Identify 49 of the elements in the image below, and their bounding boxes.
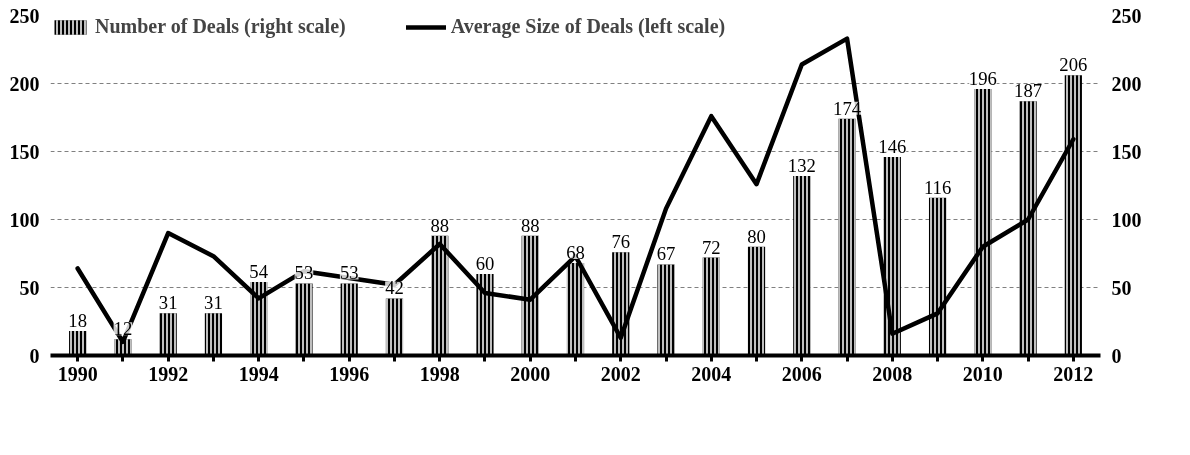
y2-tick-label: 250 [1111, 4, 1142, 27]
y-tick-label: 150 [9, 140, 40, 163]
y-tick-label: 200 [9, 72, 40, 95]
y-tick-label: 100 [9, 208, 40, 231]
data-label: 31 [158, 292, 178, 314]
data-label: 187 [1014, 80, 1043, 102]
data-label: 31 [204, 292, 223, 314]
data-label: 72 [701, 236, 721, 258]
data-label: 68 [566, 242, 585, 264]
data-label: 18 [68, 310, 87, 332]
x-tick-label: 2012 [1053, 362, 1094, 385]
data-label: 132 [787, 154, 816, 176]
y2-tick-label: 200 [1111, 72, 1142, 95]
y2-tick-label: 100 [1111, 208, 1142, 231]
data-label: 42 [385, 277, 404, 299]
data-label: 54 [249, 261, 269, 283]
x-tick-label: 1996 [329, 362, 370, 385]
data-label: 88 [520, 214, 540, 236]
y-tick-label: 250 [9, 4, 40, 27]
data-label: 206 [1059, 54, 1088, 76]
data-label: 53 [294, 262, 314, 284]
x-tick-label: 1992 [148, 362, 189, 385]
data-label: 174 [833, 97, 862, 119]
x-tick-label: 2000 [510, 362, 551, 385]
x-tick-label: 2002 [600, 362, 641, 385]
data-label: 60 [475, 252, 495, 274]
x-tick-label: 1994 [238, 362, 279, 385]
data-label: 67 [656, 243, 676, 265]
y-tick-label: 0 [29, 344, 40, 367]
x-tick-label: 2006 [781, 362, 822, 385]
x-tick-label: 1990 [57, 362, 98, 385]
data-label: 116 [923, 176, 952, 198]
data-label: 76 [611, 231, 631, 253]
data-label: 88 [430, 214, 450, 236]
data-label: 53 [339, 262, 359, 284]
x-tick-label: 1998 [419, 362, 460, 385]
x-tick-label: 2004 [691, 362, 732, 385]
y2-tick-label: 50 [1111, 276, 1132, 299]
data-label: 196 [968, 67, 997, 89]
y2-tick-label: 0 [1111, 344, 1122, 367]
x-tick-label: 2010 [962, 362, 1003, 385]
y2-tick-label: 150 [1111, 140, 1142, 163]
legend-label: Number of Deals (right scale) [95, 15, 346, 38]
legend-label: Average Size of Deals (left scale) [450, 15, 726, 38]
x-tick-label: 2008 [872, 362, 913, 385]
y-tick-label: 50 [19, 276, 40, 299]
data-label: 146 [878, 135, 907, 157]
data-label: 12 [113, 318, 133, 340]
data-label: 80 [747, 225, 766, 247]
